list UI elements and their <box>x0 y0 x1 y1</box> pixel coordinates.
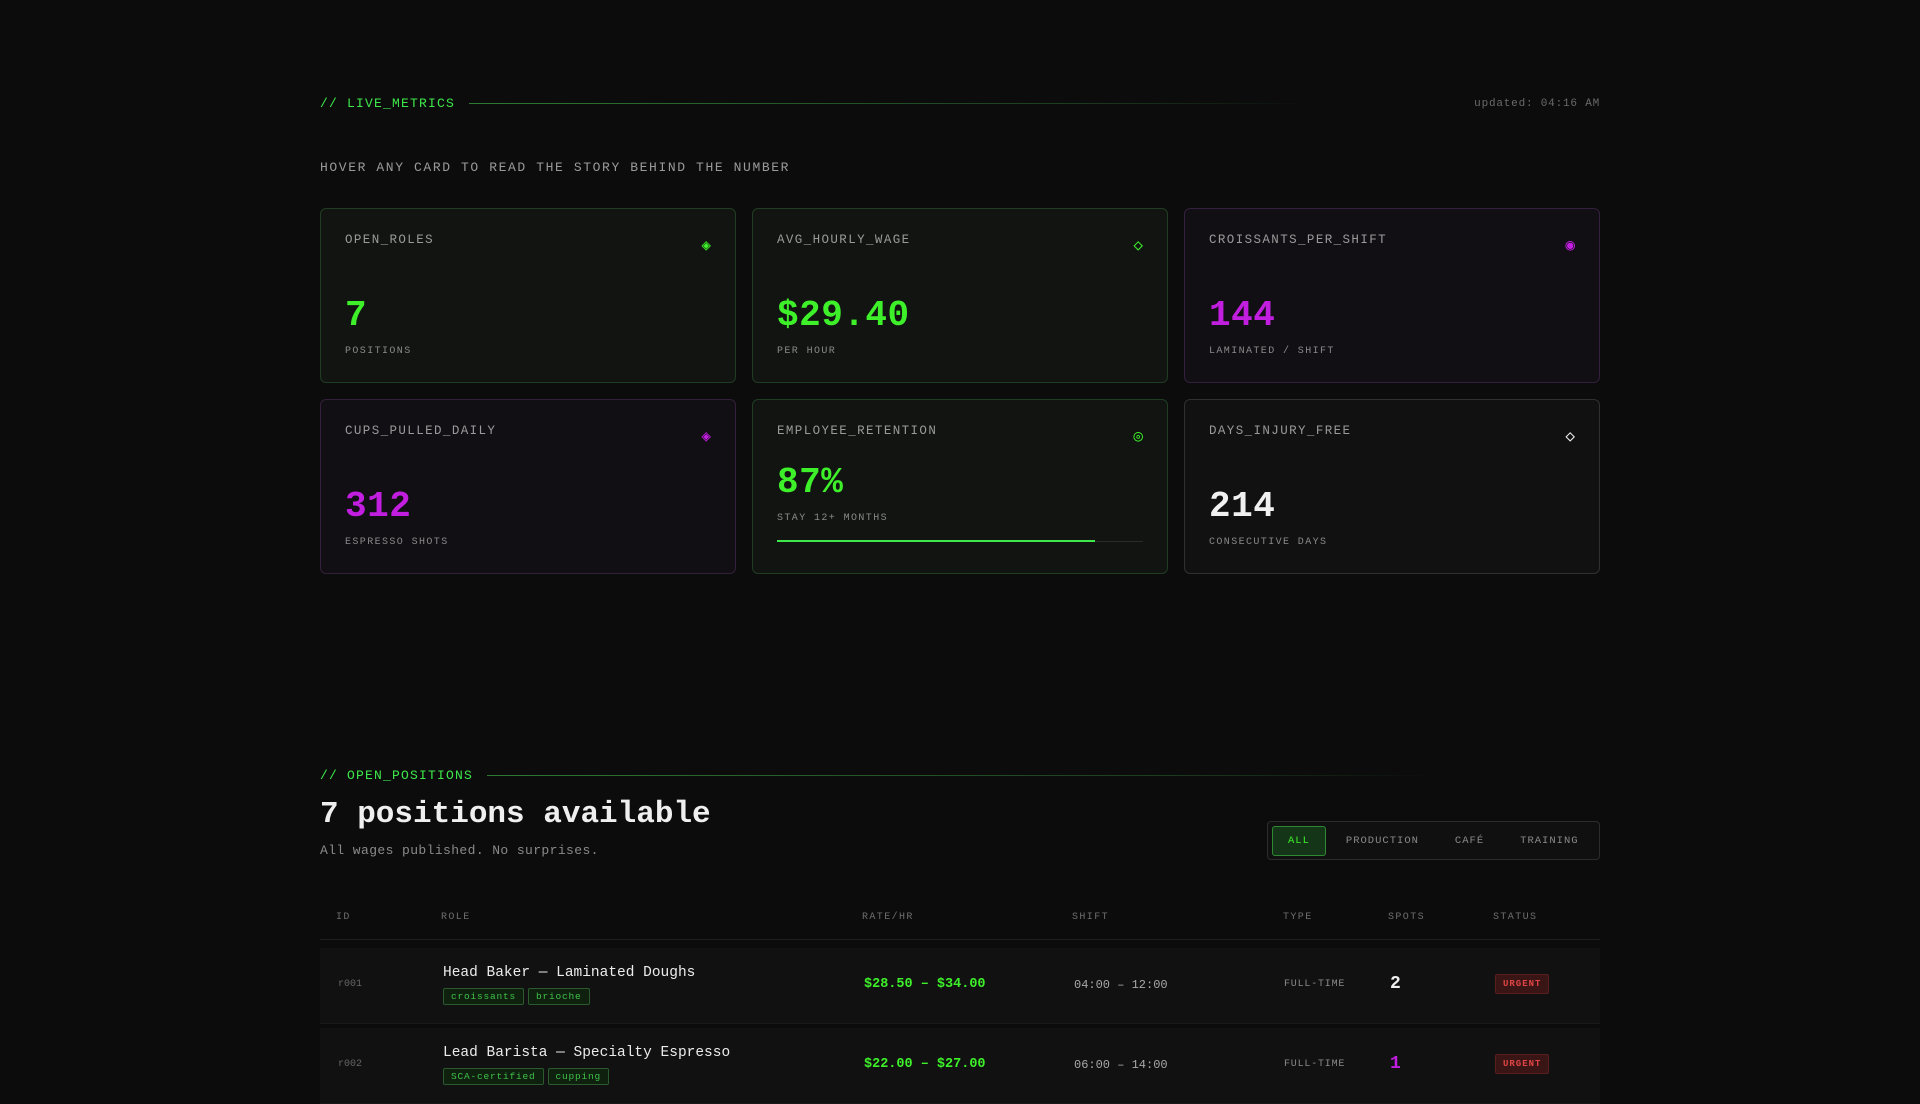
row-spots: 1 <box>1390 1054 1401 1074</box>
metric-card-open-roles[interactable]: OPEN_ROLES ◈ 7 POSITIONS <box>320 208 736 383</box>
filter-training-button[interactable]: TRAINING <box>1520 834 1579 847</box>
card-subtitle: STAY 12+ MONTHS <box>777 513 889 524</box>
card-title: AVG_HOURLY_WAGE <box>777 233 911 247</box>
diamond-outline-icon: ◇ <box>1133 237 1143 255</box>
row-tags: croissants brioche <box>443 988 594 1005</box>
retention-progress-track <box>777 540 1143 542</box>
row-shift: 06:00 – 14:00 <box>1074 1058 1168 1072</box>
column-header-type: TYPE <box>1283 912 1313 923</box>
positions-table-header: ID ROLE RATE/HR SHIFT TYPE SPOTS STATUS <box>320 912 1600 940</box>
metric-card-employee-retention[interactable]: EMPLOYEE_RETENTION ◎ 87% STAY 12+ MONTHS <box>752 399 1168 574</box>
role-tag: croissants <box>443 988 525 1005</box>
role-tag: brioche <box>528 988 590 1005</box>
column-header-role: ROLE <box>441 912 471 923</box>
row-spots: 2 <box>1390 974 1401 994</box>
card-title: DAYS_INJURY_FREE <box>1209 424 1352 438</box>
position-filter-group: ALL PRODUCTION CAFÉ TRAINING <box>1267 821 1600 860</box>
diamond-dot-icon: ◈ <box>701 237 711 255</box>
section-divider <box>469 103 1459 104</box>
status-badge: URGENT <box>1495 974 1550 994</box>
bullseye-icon: ◎ <box>1133 428 1143 446</box>
card-subtitle: POSITIONS <box>345 346 412 357</box>
column-header-rate: RATE/HR <box>862 912 914 923</box>
table-row[interactable]: r002 Lead Barista — Specialty Espresso S… <box>320 1028 1600 1104</box>
role-tag: SCA-certified <box>443 1068 544 1085</box>
filter-all-button[interactable]: ALL <box>1272 825 1326 856</box>
metric-card-croissants-per-shift[interactable]: CROISSANTS_PER_SHIFT ◉ 144 LAMINATED / S… <box>1184 208 1600 383</box>
row-shift: 04:00 – 12:00 <box>1074 978 1168 992</box>
card-title: CUPS_PULLED_DAILY <box>345 424 497 438</box>
metric-card-cups-pulled-daily[interactable]: CUPS_PULLED_DAILY ◈ 312 ESPRESSO SHOTS <box>320 399 736 574</box>
card-title: OPEN_ROLES <box>345 233 435 247</box>
metrics-section-label: // LIVE_METRICS <box>320 96 456 111</box>
positions-title: 7 positions available <box>320 797 711 832</box>
row-role: Lead Barista — Specialty Espresso <box>443 1045 731 1061</box>
role-tag: cupping <box>547 1068 610 1085</box>
row-id: r001 <box>338 979 363 990</box>
card-value: 312 <box>345 486 412 527</box>
metric-card-days-injury-free[interactable]: DAYS_INJURY_FREE ◇ 214 CONSECUTIVE DAYS <box>1184 399 1600 574</box>
row-id: r002 <box>338 1059 363 1070</box>
row-tags: SCA-certified cupping <box>443 1068 613 1085</box>
table-row[interactable]: r001 Head Baker — Laminated Doughs crois… <box>320 948 1600 1024</box>
diamond-outline-icon: ◇ <box>1565 428 1575 446</box>
metrics-section-header: // LIVE_METRICS updated: 04:16 AM <box>320 96 1600 111</box>
column-header-status: STATUS <box>1493 912 1538 923</box>
filter-production-button[interactable]: PRODUCTION <box>1345 834 1419 847</box>
metrics-hint: HOVER ANY CARD TO READ THE STORY BEHIND … <box>320 160 791 175</box>
card-subtitle: PER HOUR <box>777 346 837 357</box>
card-title: CROISSANTS_PER_SHIFT <box>1209 233 1388 247</box>
status-badge: URGENT <box>1495 1054 1550 1074</box>
target-dot-icon: ◉ <box>1565 237 1575 255</box>
row-type: FULL-TIME <box>1284 979 1346 990</box>
updated-timestamp: updated: 04:16 AM <box>1474 97 1600 110</box>
positions-subtitle: All wages published. No surprises. <box>320 843 599 858</box>
metric-card-avg-hourly-wage[interactable]: AVG_HOURLY_WAGE ◇ $29.40 PER HOUR <box>752 208 1168 383</box>
column-header-shift: SHIFT <box>1072 912 1110 923</box>
card-value: $29.40 <box>777 295 910 336</box>
card-title: EMPLOYEE_RETENTION <box>777 424 938 438</box>
metric-cards-grid: OPEN_ROLES ◈ 7 POSITIONS AVG_HOURLY_WAGE… <box>320 208 1600 574</box>
card-value: 144 <box>1209 295 1276 336</box>
diamond-dot-icon: ◈ <box>701 428 711 446</box>
retention-progress-fill <box>777 540 1096 542</box>
card-value: 87% <box>777 462 844 503</box>
card-subtitle: ESPRESSO SHOTS <box>345 537 449 548</box>
filter-cafe-button[interactable]: CAFÉ <box>1454 834 1485 847</box>
row-rate: $22.00 – $27.00 <box>864 1057 986 1072</box>
card-subtitle: CONSECUTIVE DAYS <box>1209 537 1328 548</box>
row-type: FULL-TIME <box>1284 1059 1346 1070</box>
column-header-spots: SPOTS <box>1388 912 1426 923</box>
row-role: Head Baker — Laminated Doughs <box>443 965 696 981</box>
card-value: 7 <box>345 295 368 336</box>
column-header-id: ID <box>336 912 351 923</box>
card-value: 214 <box>1209 486 1276 527</box>
row-rate: $28.50 – $34.00 <box>864 977 986 992</box>
positions-section-header: // OPEN_POSITIONS <box>320 768 1600 783</box>
card-subtitle: LAMINATED / SHIFT <box>1209 346 1335 357</box>
section-divider <box>487 775 1600 776</box>
positions-section-label: // OPEN_POSITIONS <box>320 768 474 783</box>
